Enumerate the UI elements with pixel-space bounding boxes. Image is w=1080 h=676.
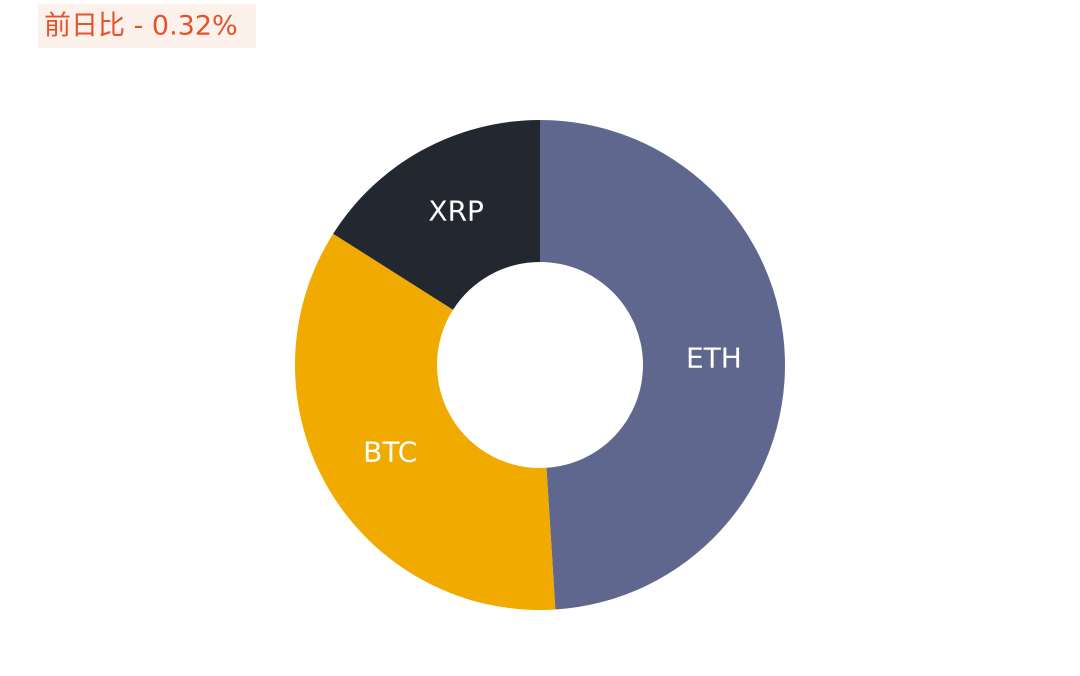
slice bbox=[540, 120, 785, 610]
slice bbox=[333, 120, 540, 310]
slice bbox=[295, 233, 556, 610]
chart-title: 前日比 - 0.32% bbox=[44, 11, 238, 42]
slice-label: XRP bbox=[428, 195, 484, 228]
title-background bbox=[38, 4, 256, 48]
slice-label: BTC bbox=[363, 436, 417, 469]
slice-label: ETH bbox=[686, 342, 742, 375]
